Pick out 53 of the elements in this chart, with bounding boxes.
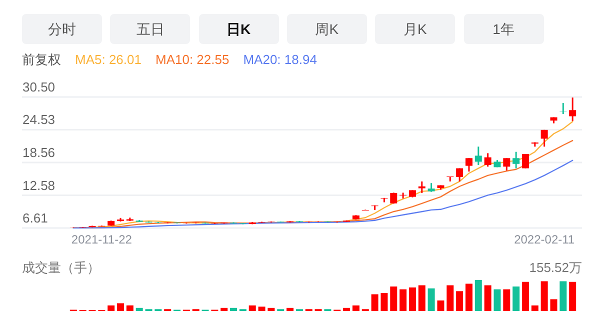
bar (248, 305, 256, 311)
bar (400, 289, 407, 311)
bar (560, 281, 567, 311)
bar (408, 287, 416, 311)
text: 155.52万 (529, 259, 582, 277)
bar (136, 308, 143, 311)
x-tick-label: 2022-02-11 (514, 232, 575, 246)
bar (550, 299, 558, 311)
bar (569, 282, 576, 311)
bar (446, 285, 454, 311)
text: MA5: 26.01 (75, 52, 142, 67)
bar (494, 289, 501, 311)
tab-button: 五日 (110, 14, 190, 44)
bar (474, 280, 482, 311)
bar (126, 305, 134, 311)
bar (418, 285, 426, 311)
bar (390, 286, 398, 311)
bar (380, 293, 388, 311)
bar (117, 303, 124, 311)
bar (268, 308, 275, 311)
bar (371, 294, 378, 311)
chart-title: 成交量（手） (22, 259, 100, 277)
bar (512, 286, 520, 311)
tab-button: 1年 (464, 14, 544, 44)
y-tick-label: 6.61 (22, 210, 48, 226)
text: MA20: 18.94 (243, 52, 317, 67)
bar (108, 305, 115, 311)
bar (522, 282, 529, 311)
y-tick-label: 30.50 (22, 80, 56, 94)
bar (465, 284, 472, 311)
bar (343, 308, 350, 311)
bar (531, 305, 538, 311)
bar (484, 285, 492, 311)
bar (286, 308, 294, 311)
tab-button: 月K (375, 14, 456, 44)
text: MA10: 22.55 (156, 52, 230, 67)
y-tick-label: 12.58 (22, 178, 56, 193)
bar (352, 305, 360, 311)
tab-button: 分时 (22, 14, 102, 44)
tab-button: 日K (198, 14, 279, 44)
bar (258, 306, 266, 311)
tab-button: 周K (286, 14, 367, 44)
bar (230, 308, 238, 311)
x-tick-label: 2021-11-22 (71, 232, 132, 246)
bar (456, 291, 464, 311)
bar (220, 308, 228, 311)
bar (540, 281, 548, 311)
bar (503, 289, 510, 311)
y-tick-label: 18.56 (22, 144, 56, 160)
y-tick-label: 24.53 (22, 112, 56, 128)
bar (428, 288, 435, 311)
bar (437, 300, 444, 311)
legend-title: 前复权 (22, 52, 61, 67)
